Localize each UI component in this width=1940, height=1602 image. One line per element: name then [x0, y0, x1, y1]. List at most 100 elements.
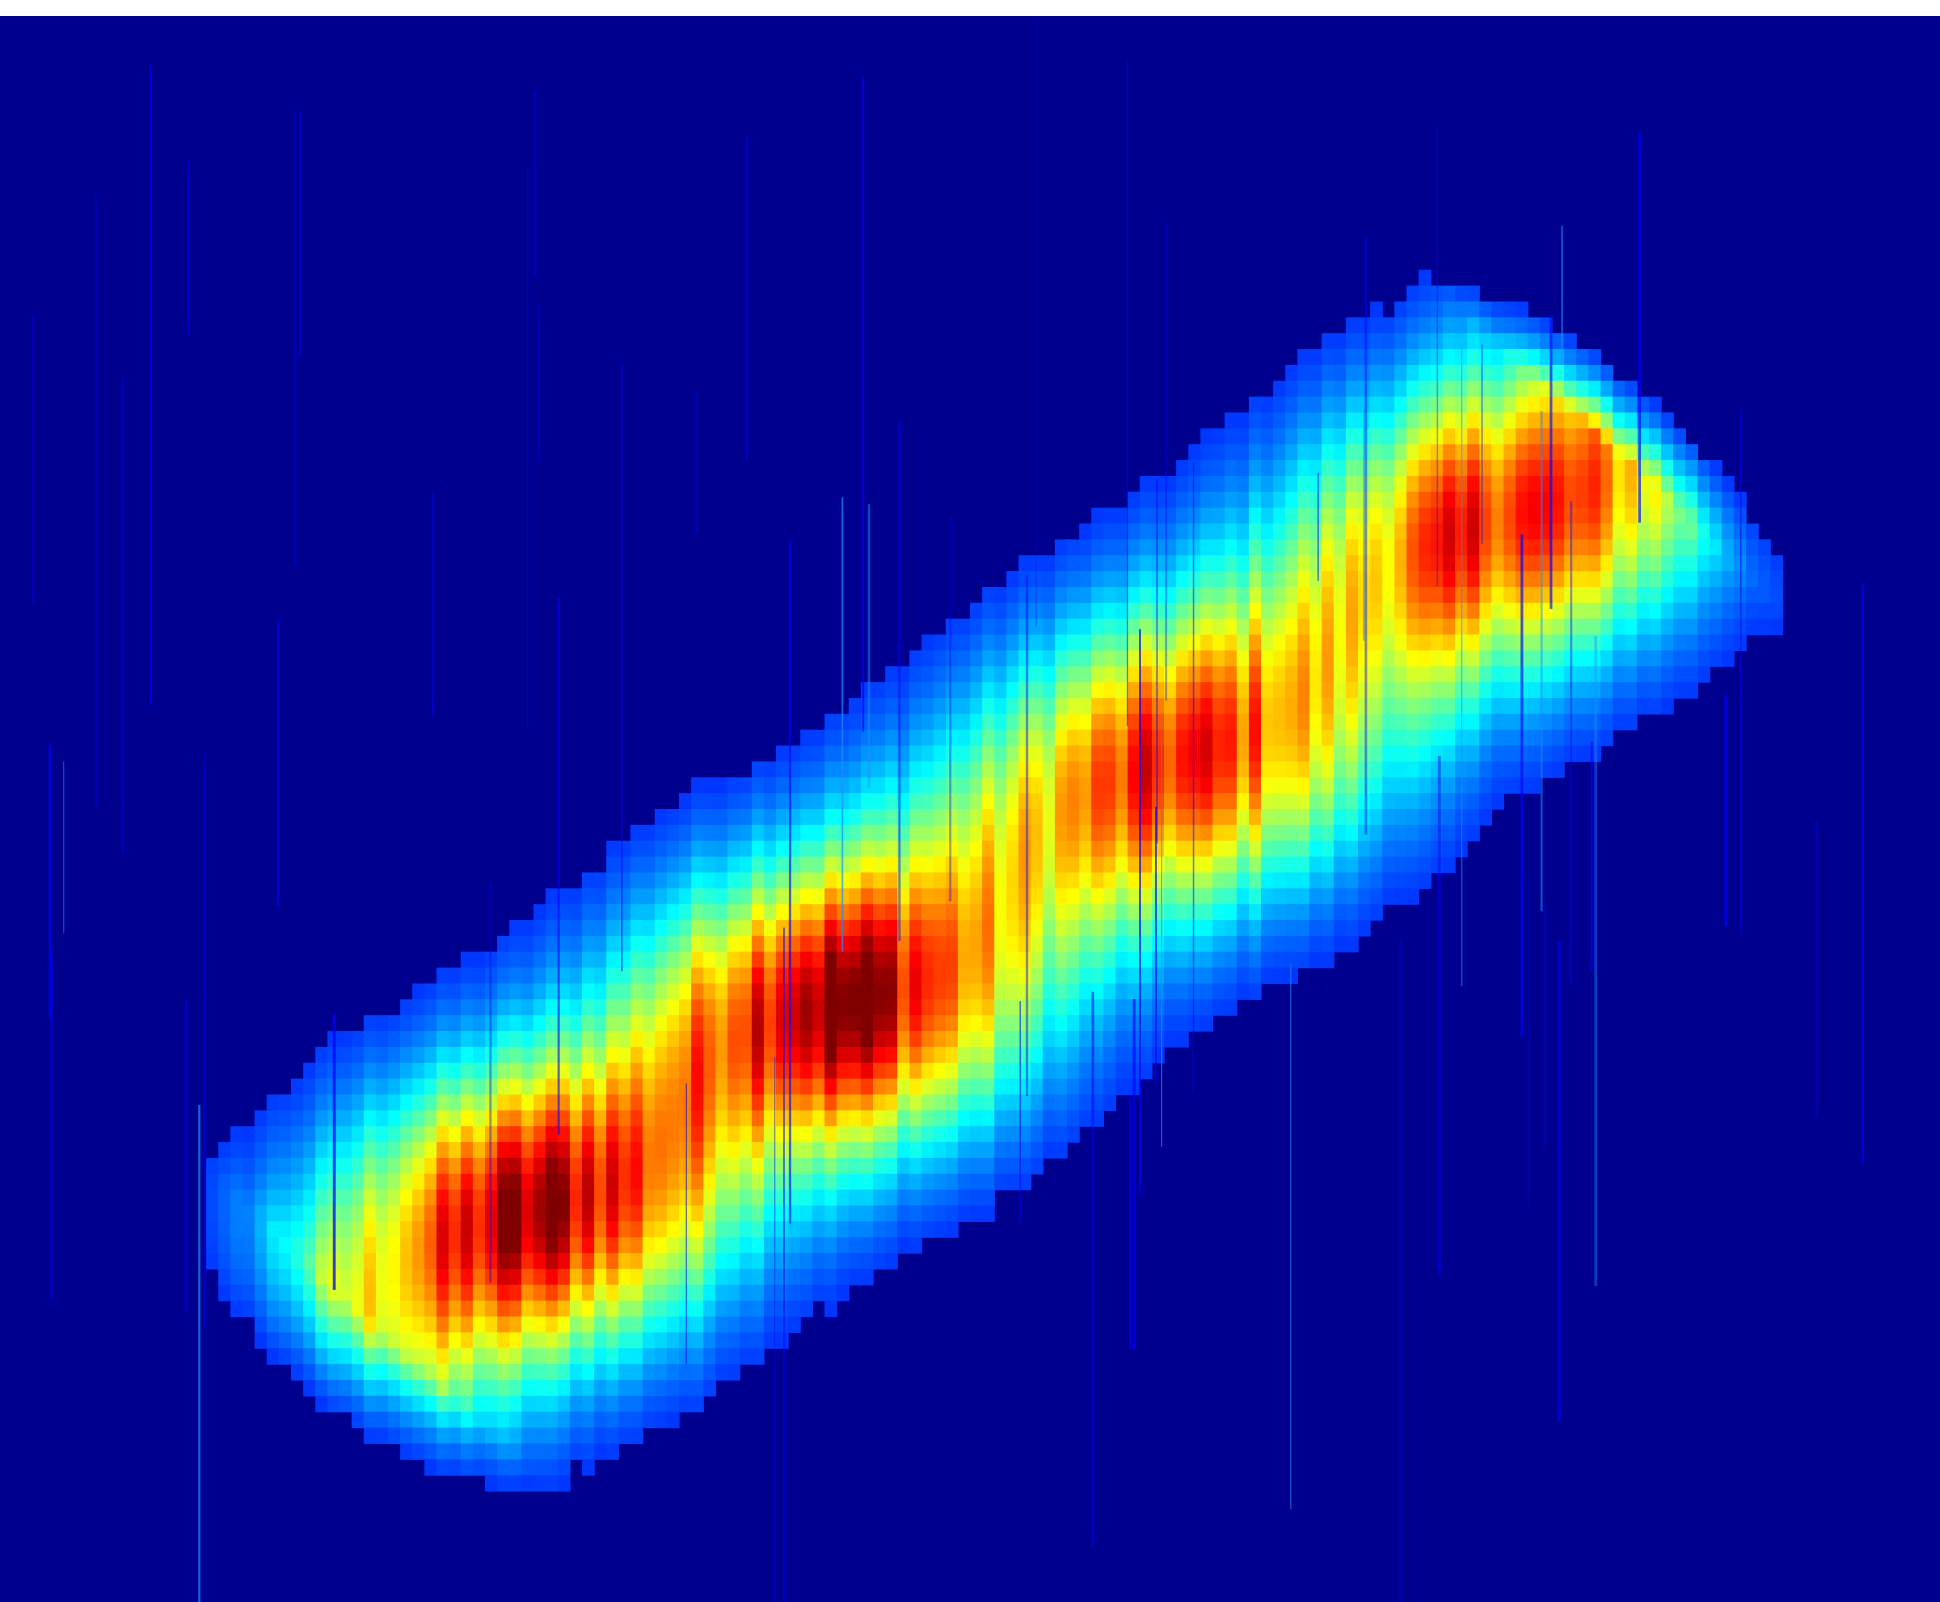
heatmap-cell — [1612, 650, 1626, 667]
heatmap-cell — [703, 1126, 716, 1143]
heatmap-cell — [739, 951, 753, 969]
heatmap-cell — [1442, 856, 1456, 874]
heatmap-cell — [1721, 650, 1735, 667]
heatmap-cell — [351, 1379, 365, 1397]
heatmap-cell — [751, 1253, 765, 1270]
heatmap-cell — [1491, 793, 1505, 810]
heatmap-cell — [1139, 1046, 1153, 1064]
heatmap-cell — [1345, 428, 1359, 445]
heatmap-cell — [206, 1189, 219, 1207]
heatmap-cell — [521, 1031, 535, 1048]
heatmap-cell — [994, 586, 1007, 604]
heatmap-cell — [1115, 904, 1129, 921]
heatmap-cell — [1467, 380, 1480, 398]
heatmap-cell — [1006, 697, 1020, 715]
heatmap-cell — [691, 999, 704, 1016]
heatmap-cell — [945, 1078, 959, 1096]
noise-streak — [1724, 695, 1728, 927]
heatmap-cell — [1127, 634, 1141, 651]
heatmap-cell — [666, 872, 680, 889]
heatmap-cell — [666, 856, 680, 874]
heatmap-cell — [1721, 507, 1735, 525]
heatmap-cell — [472, 1253, 486, 1270]
heatmap-cell — [788, 872, 801, 889]
heatmap-cell — [375, 1237, 389, 1254]
heatmap-cell — [1139, 666, 1153, 683]
heatmap-cell — [618, 872, 632, 889]
heatmap-cell — [1697, 475, 1711, 493]
heatmap-cell — [642, 1237, 656, 1254]
heatmap-cell — [1127, 824, 1141, 842]
heatmap-cell — [860, 1221, 874, 1238]
heatmap-cell — [424, 1221, 438, 1238]
heatmap-cell — [618, 1284, 632, 1302]
heatmap-cell — [776, 983, 789, 1000]
heatmap-cell — [1200, 983, 1214, 1000]
heatmap-cell — [460, 983, 474, 1000]
heatmap-cell — [242, 1300, 256, 1318]
noise-streak — [1399, 940, 1402, 1602]
heatmap-cell — [1600, 634, 1614, 651]
heatmap-cell — [1273, 460, 1286, 477]
heatmap-cell — [278, 1189, 292, 1207]
heatmap-cell — [679, 1284, 692, 1302]
heatmap-cell — [351, 1142, 365, 1159]
heatmap-cell — [945, 904, 959, 921]
heatmap-cell — [1115, 682, 1129, 699]
heatmap-cell — [388, 1046, 401, 1064]
heatmap-cell — [666, 1189, 680, 1207]
noise-streak — [277, 619, 280, 909]
heatmap-cell — [945, 1062, 959, 1080]
heatmap-cell — [1697, 491, 1711, 509]
heatmap-cell — [1467, 555, 1480, 572]
heatmap-cell — [1333, 682, 1347, 699]
heatmap-cell — [424, 1379, 438, 1397]
heatmap-cell — [242, 1253, 256, 1270]
heatmap-cell — [1333, 634, 1347, 651]
heatmap-cell — [1321, 507, 1335, 525]
heatmap-cell — [1333, 618, 1347, 636]
heatmap-cell — [545, 1411, 559, 1429]
heatmap-cell — [727, 1237, 741, 1254]
heatmap-cell — [424, 1046, 438, 1064]
heatmap-cell — [763, 872, 777, 889]
heatmap-cell — [788, 1300, 801, 1318]
heatmap-cell — [1188, 777, 1201, 794]
heatmap-cell — [1685, 602, 1699, 620]
heatmap-cell — [1103, 1031, 1117, 1048]
heatmap-cell — [945, 1031, 959, 1048]
heatmap-cell — [497, 1300, 510, 1318]
heatmap-cell — [1539, 507, 1553, 525]
heatmap-cell — [569, 1189, 583, 1207]
heatmap-cell — [218, 1205, 231, 1222]
heatmap-cell — [885, 1078, 898, 1096]
heatmap-cell — [1212, 967, 1226, 985]
heatmap-cell — [1382, 809, 1395, 826]
heatmap-cell — [897, 1189, 910, 1207]
heatmap-cell — [278, 1284, 292, 1302]
heatmap-cell — [1030, 586, 1044, 604]
heatmap-cell — [594, 1268, 607, 1286]
heatmap-cell — [1539, 460, 1553, 477]
heatmap-cell — [1200, 460, 1214, 477]
heatmap-cell — [1297, 713, 1311, 731]
heatmap-cell — [848, 856, 862, 874]
heatmap-cell — [800, 1173, 813, 1191]
heatmap-cell — [460, 1031, 474, 1048]
heatmap-cell — [1236, 793, 1250, 810]
heatmap-cell — [1115, 745, 1129, 763]
heatmap-cell — [909, 983, 923, 1000]
heatmap-cell — [994, 1126, 1007, 1143]
heatmap-cell — [679, 872, 692, 889]
heatmap-cell — [1673, 428, 1686, 445]
heatmap-cell — [1212, 555, 1226, 572]
heatmap-cell — [909, 1205, 923, 1222]
heatmap-cell — [1430, 317, 1444, 334]
heatmap-cell — [1649, 682, 1662, 699]
heatmap-cell — [1612, 396, 1626, 414]
heatmap-cell — [230, 1126, 244, 1143]
heatmap-cell — [582, 1268, 595, 1286]
heatmap-cell — [533, 1364, 547, 1381]
heatmap-cell — [266, 1157, 280, 1175]
heatmap-cell — [1552, 682, 1565, 699]
